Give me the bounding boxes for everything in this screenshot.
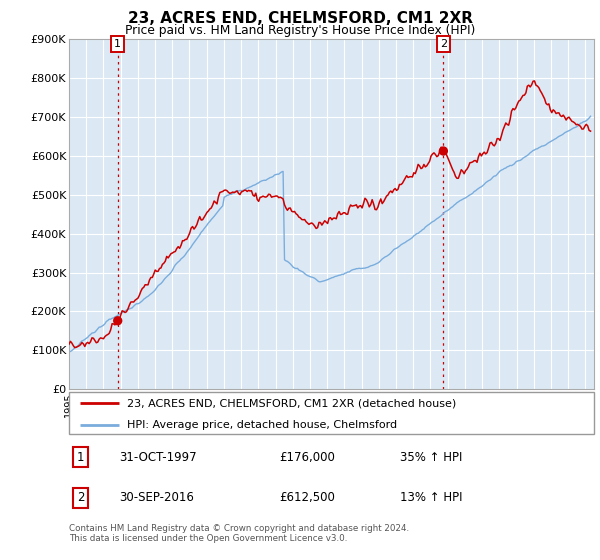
Text: 13% ↑ HPI: 13% ↑ HPI <box>400 491 462 504</box>
Text: 1: 1 <box>77 451 84 464</box>
Point <box>113 316 122 325</box>
Text: 35% ↑ HPI: 35% ↑ HPI <box>400 451 462 464</box>
Text: £612,500: £612,500 <box>279 491 335 504</box>
Text: Contains HM Land Registry data © Crown copyright and database right 2024.
This d: Contains HM Land Registry data © Crown c… <box>69 524 409 543</box>
Text: HPI: Average price, detached house, Chelmsford: HPI: Average price, detached house, Chel… <box>127 420 397 430</box>
Text: Price paid vs. HM Land Registry's House Price Index (HPI): Price paid vs. HM Land Registry's House … <box>125 24 475 36</box>
FancyBboxPatch shape <box>69 392 594 434</box>
Text: 23, ACRES END, CHELMSFORD, CM1 2XR (detached house): 23, ACRES END, CHELMSFORD, CM1 2XR (deta… <box>127 398 456 408</box>
Text: 2: 2 <box>440 39 447 49</box>
Text: £176,000: £176,000 <box>279 451 335 464</box>
Text: 23, ACRES END, CHELMSFORD, CM1 2XR: 23, ACRES END, CHELMSFORD, CM1 2XR <box>128 11 473 26</box>
Text: 1: 1 <box>114 39 121 49</box>
Point <box>439 147 448 156</box>
Text: 31-OCT-1997: 31-OCT-1997 <box>119 451 197 464</box>
Text: 30-SEP-2016: 30-SEP-2016 <box>119 491 194 504</box>
Text: 2: 2 <box>77 491 84 504</box>
